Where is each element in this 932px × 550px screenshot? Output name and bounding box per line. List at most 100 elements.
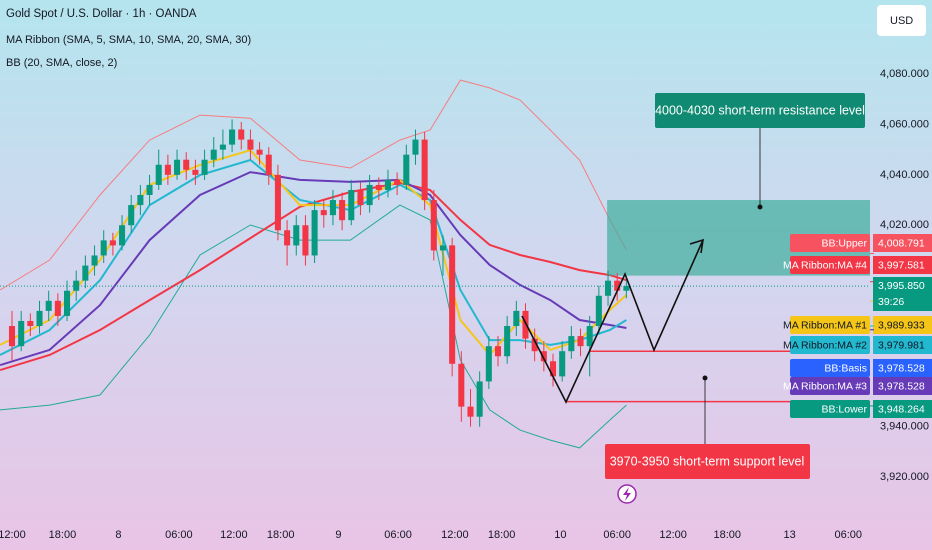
candle-body [412,139,419,155]
last-price-countdown: 39:26 [878,296,904,308]
candle-body [119,225,126,246]
candle-body [494,346,502,357]
candle-body [100,240,107,256]
candle-body [605,280,612,296]
candle-body [247,139,254,150]
last-price-label: 3,995.850 [878,280,925,292]
candle-body [467,406,474,417]
candle-body [522,310,529,339]
last-price-box [873,277,932,311]
candle-body [458,363,465,407]
x-tick-label: 06:00 [835,529,863,541]
price-label-value: 3,978.528 [878,362,925,374]
price-label-value-box [873,316,932,334]
chart-title: Gold Spot / U.S. Dollar · 1h · OANDA [6,8,197,20]
price-label-name: BB:Upper [821,237,867,249]
y-tick-label: 4,060.000 [880,118,929,130]
y-tick-label: 3,940.000 [880,421,929,433]
price-label-name-box [790,336,870,354]
candle-body [82,265,89,281]
candle-body [384,179,391,190]
x-tick-label: 18:00 [713,529,741,541]
candle-body [403,154,410,185]
price-label-name-box [790,234,870,252]
price-label-value-box [873,234,932,252]
candle-body [183,159,190,170]
candle-body [36,310,43,327]
candle-body [54,300,61,316]
candle-body [540,351,547,362]
x-tick-label: 9 [335,529,341,541]
price-label-name-box [790,359,870,377]
x-tick-label: 18:00 [267,529,295,541]
projection-arrow [689,238,704,254]
price-label-name: MA Ribbon:MA #1 [783,319,867,331]
x-tick-label: 18:00 [488,529,516,541]
candle-body [192,169,199,175]
candle-body [210,149,217,160]
projection-path [521,239,704,404]
candle-body [137,195,144,206]
price-label-name-box [790,400,870,418]
candle-body [219,144,226,150]
legend-entry: BB (20, SMA, close, 2) [6,57,117,69]
price-label-value: 3,978.528 [878,380,925,392]
candle-body [614,280,621,291]
candle-body [449,245,456,364]
price-label-value: 3,989.933 [878,319,925,331]
candle-body [559,351,566,377]
y-tick-label: 4,080.000 [880,68,929,80]
candle-body [439,245,447,251]
price-label-name: MA Ribbon:MA #4 [783,259,867,271]
candle-body [265,154,272,175]
candle-body [375,184,382,190]
x-tick-label: 8 [115,529,121,541]
candle-body [586,326,593,347]
candle-body [623,286,630,291]
currency-button[interactable] [877,5,926,36]
candle-body [174,159,181,175]
candle-body [238,129,245,140]
candle-body [577,336,584,347]
candle-body [549,361,557,377]
legend-entry: MA Ribbon (SMA, 5, SMA, 10, SMA, 20, SMA… [6,34,251,46]
x-tick-label: 12:00 [220,529,248,541]
candle-body [229,129,236,145]
candle-body [430,200,437,251]
price-label-name-box [790,256,870,274]
candle-body [348,189,355,221]
candle-body [284,230,291,246]
price-label-name: BB:Lower [821,403,867,415]
candle-body [595,295,602,327]
x-tick-label: 06:00 [603,529,631,541]
candle-body [73,280,80,291]
x-tick-label: 06:00 [165,529,193,541]
candle-body [109,240,116,246]
x-tick-label: 12:00 [441,529,469,541]
price-label-name: MA Ribbon:MA #2 [783,339,867,351]
price-label-name: MA Ribbon:MA #3 [783,380,867,392]
annotation-text: 3970-3950 short-term support level [610,454,805,468]
leader-dot [702,375,708,381]
indicator-line [0,79,627,291]
price-label-value-box [873,336,932,354]
candle-body [302,225,309,256]
candle-body [311,210,318,256]
price-label-value-box [873,256,932,274]
candle-body [329,200,336,216]
candle-body [27,320,34,327]
price-label-value-box [873,359,932,377]
price-label-value: 3,979.981 [878,339,925,351]
annotation-box [655,93,865,128]
candle-body [274,174,281,231]
candle-body [256,149,263,155]
x-tick-label: 18:00 [49,529,77,541]
candle-body [485,346,492,382]
x-tick-label: 12:00 [0,529,26,541]
candle-body [394,179,401,185]
candle-body [476,381,483,417]
x-tick-label: 10 [554,529,566,541]
candle-body [568,336,575,352]
candle-body [293,225,300,246]
candle-body [366,184,373,206]
